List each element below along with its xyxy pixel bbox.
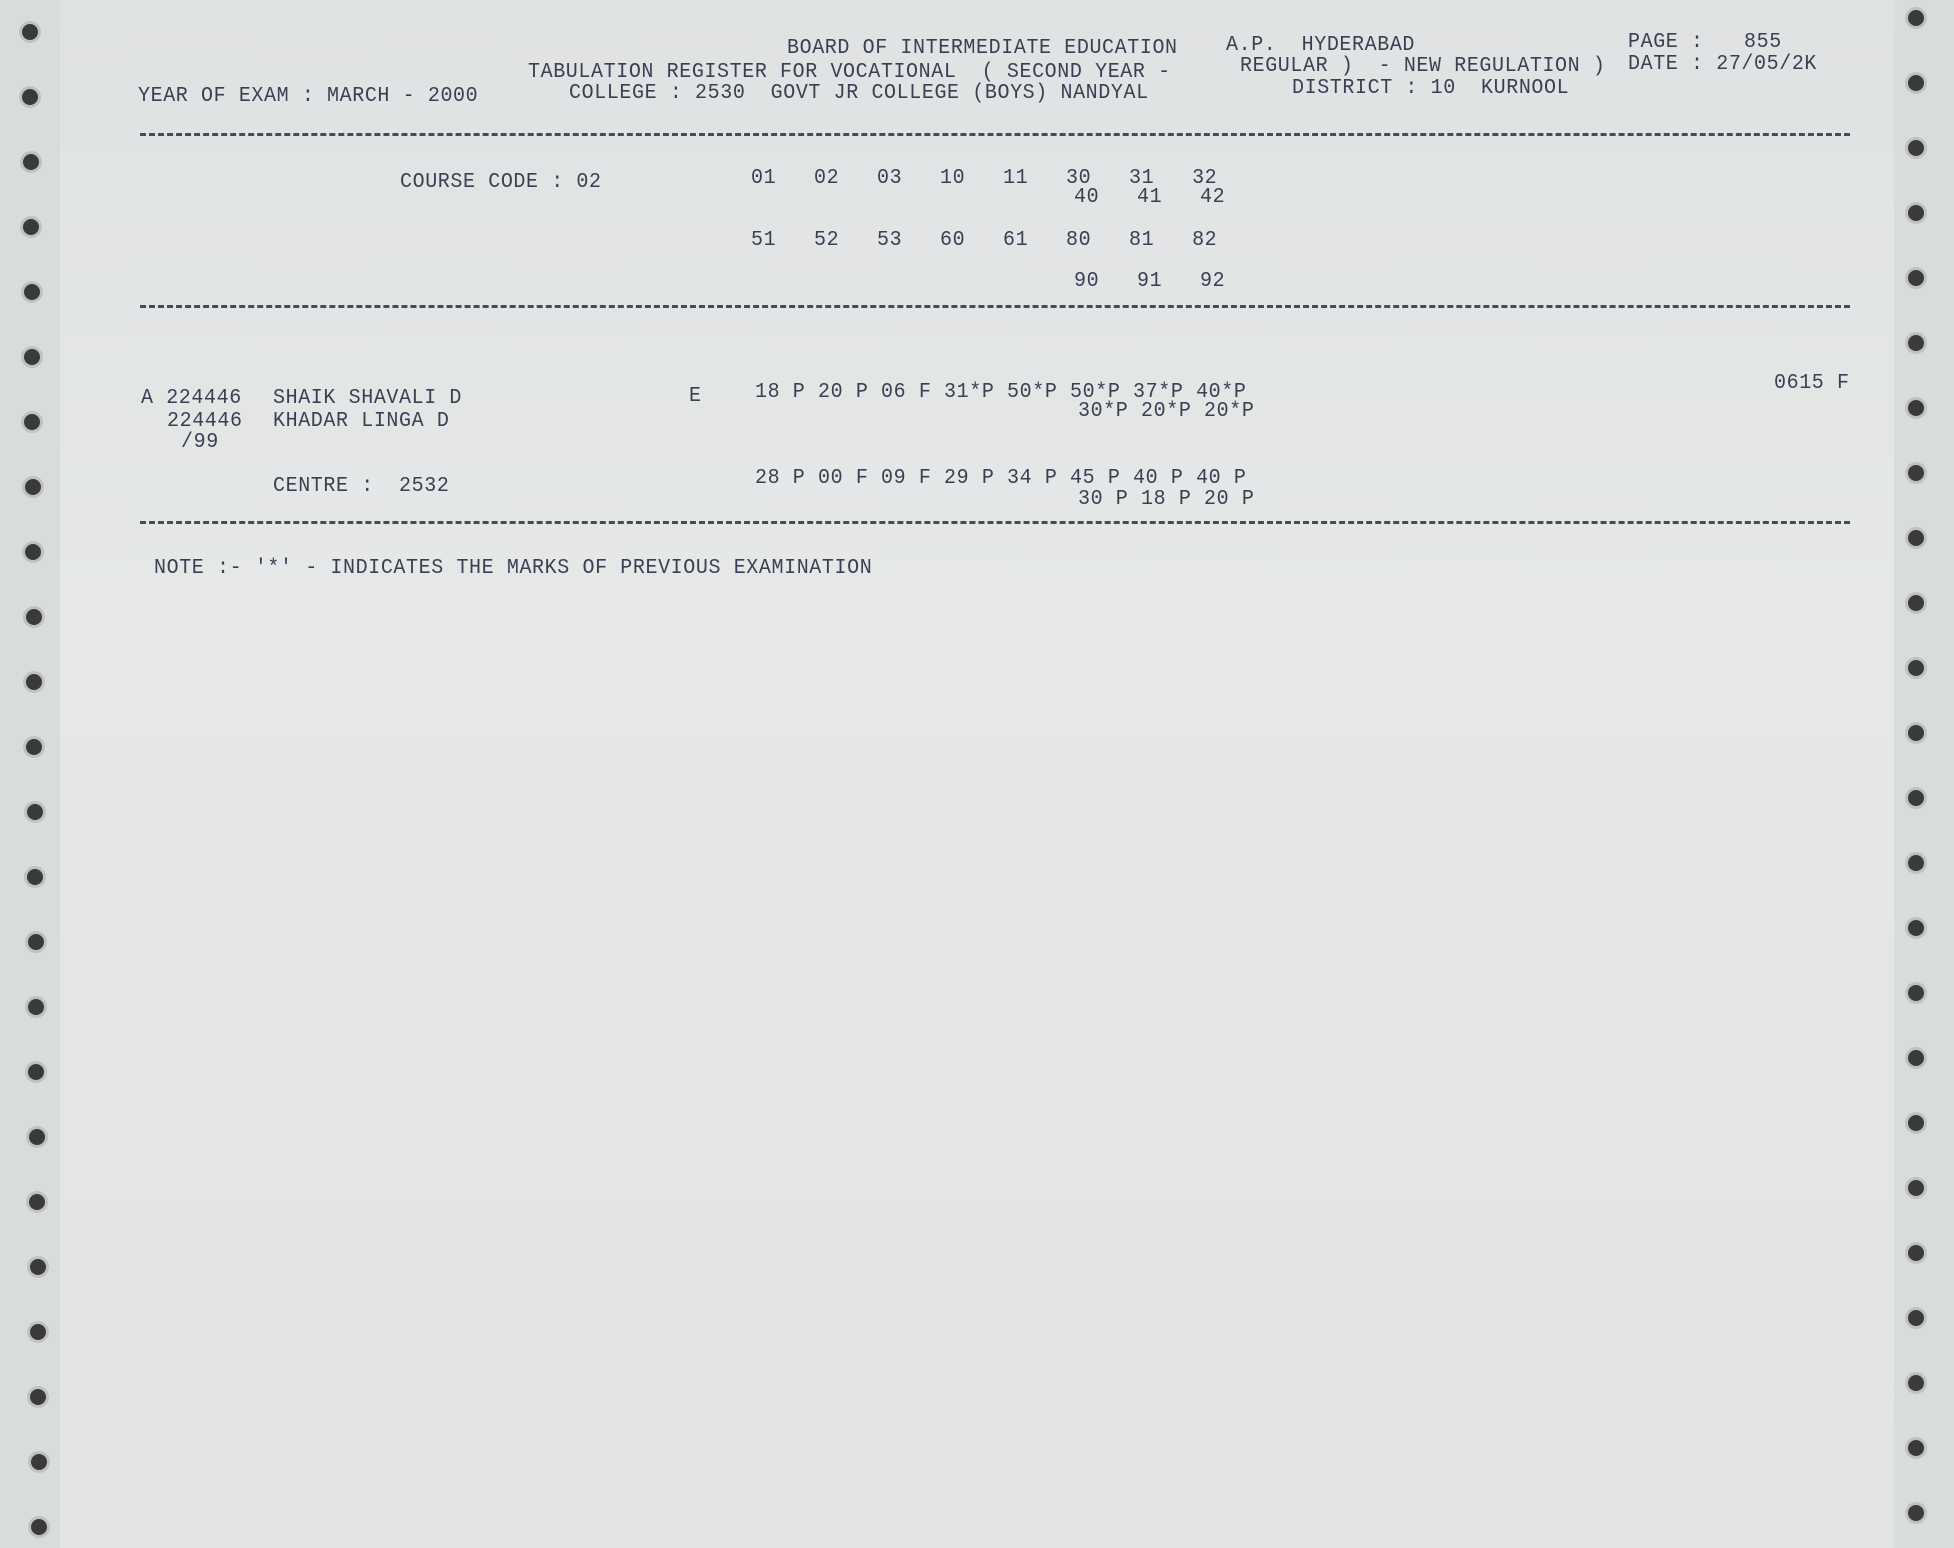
right-tractor-strip	[1894, 0, 1954, 1548]
feed-hole	[22, 89, 39, 105]
feed-hole	[1908, 1375, 1924, 1391]
course-code: COURSE CODE : 02	[400, 169, 602, 195]
total-result: 0615 F	[1774, 370, 1850, 396]
feed-hole	[30, 1389, 47, 1405]
feed-hole	[1908, 790, 1924, 806]
feed-hole	[26, 739, 43, 755]
feed-hole	[26, 804, 43, 820]
feed-hole	[30, 1324, 46, 1340]
feed-hole	[22, 154, 39, 170]
district: DISTRICT : 10 KURNOOL	[1292, 75, 1570, 101]
year-of-exam: YEAR OF EXAM : MARCH - 2000	[138, 83, 479, 109]
student-name: SHAIK SHAVALI D	[273, 385, 463, 411]
feed-hole	[27, 934, 44, 950]
feed-hole	[23, 284, 40, 300]
feed-hole	[28, 999, 44, 1015]
feed-hole	[25, 609, 42, 625]
board-title: BOARD OF INTERMEDIATE EDUCATION	[787, 35, 1178, 61]
feed-hole	[31, 1519, 48, 1535]
subject-codes-row2: 40 41 42	[1074, 184, 1226, 210]
feed-hole	[1908, 270, 1924, 286]
feed-hole	[1908, 1440, 1924, 1456]
feed-hole	[1908, 1245, 1924, 1261]
feed-hole	[22, 24, 38, 40]
feed-hole	[1908, 920, 1924, 936]
feed-hole	[1908, 400, 1924, 416]
centre: CENTRE : 2532	[273, 473, 450, 499]
feed-hole	[24, 414, 41, 430]
feed-hole	[1908, 660, 1924, 676]
feed-hole	[1908, 1180, 1924, 1196]
feed-hole	[1908, 725, 1924, 741]
marks-row2: 30*P 20*P 20*P	[1078, 398, 1255, 424]
medium: E	[689, 383, 702, 409]
feed-hole	[1908, 530, 1924, 546]
feed-hole	[23, 219, 40, 235]
feed-hole	[28, 1129, 45, 1145]
feed-hole	[1908, 985, 1924, 1001]
divider	[140, 133, 1850, 136]
page-label: PAGE :	[1628, 29, 1704, 55]
marks-row3: 28 P 00 F 09 F 29 P 34 P 45 P 40 P 40 P	[755, 465, 1247, 491]
subject-codes-row3: 51 52 53 60 61 80 81 82	[751, 227, 1218, 253]
marks-row1: 18 P 20 P 06 F 31*P 50*P 50*P 37*P 40*P	[755, 379, 1247, 405]
feed-hole	[1908, 10, 1924, 26]
feed-hole	[1908, 595, 1924, 611]
feed-hole	[1908, 465, 1924, 481]
feed-hole	[1908, 1050, 1924, 1066]
feed-hole	[1908, 1310, 1924, 1326]
location: A.P. HYDERABAD	[1226, 32, 1416, 58]
register-title: TABULATION REGISTER FOR VOCATIONAL ( SEC…	[528, 59, 1171, 85]
feed-hole	[1908, 855, 1924, 871]
feed-hole	[1908, 140, 1924, 156]
marks-row4: 30 P 18 P 20 P	[1078, 486, 1255, 512]
year-suffix: /99	[181, 429, 219, 455]
subject-codes-row1: 01 02 03 10 11 30 31 32	[751, 165, 1218, 191]
hall-ticket-number: A 224446	[141, 385, 242, 411]
feed-hole	[28, 1064, 45, 1080]
feed-hole	[25, 544, 42, 560]
regulation: REGULAR ) - NEW REGULATION )	[1240, 53, 1606, 79]
subject-codes-row4: 90 91 92	[1074, 268, 1226, 294]
student-id: 224446	[167, 408, 243, 434]
date: DATE : 27/05/2K	[1628, 51, 1818, 77]
feed-hole	[1908, 1115, 1924, 1131]
feed-hole	[1908, 335, 1924, 351]
feed-hole	[24, 479, 41, 495]
college: COLLEGE : 2530 GOVT JR COLLEGE (BOYS) NA…	[569, 80, 1149, 106]
note: NOTE :- '*' - INDICATES THE MARKS OF PRE…	[154, 555, 873, 581]
feed-hole	[27, 869, 44, 885]
feed-hole	[24, 349, 40, 365]
feed-hole	[1908, 75, 1924, 91]
divider	[140, 305, 1850, 308]
left-tractor-strip	[0, 0, 60, 1548]
feed-hole	[29, 1194, 46, 1210]
feed-hole	[1908, 1505, 1924, 1521]
feed-hole	[29, 1259, 46, 1275]
feed-hole	[1908, 205, 1924, 221]
feed-hole	[26, 674, 42, 690]
divider	[140, 521, 1850, 524]
feed-hole	[30, 1454, 47, 1470]
page-number: 855	[1744, 29, 1782, 55]
father-name: KHADAR LINGA D	[273, 408, 450, 434]
